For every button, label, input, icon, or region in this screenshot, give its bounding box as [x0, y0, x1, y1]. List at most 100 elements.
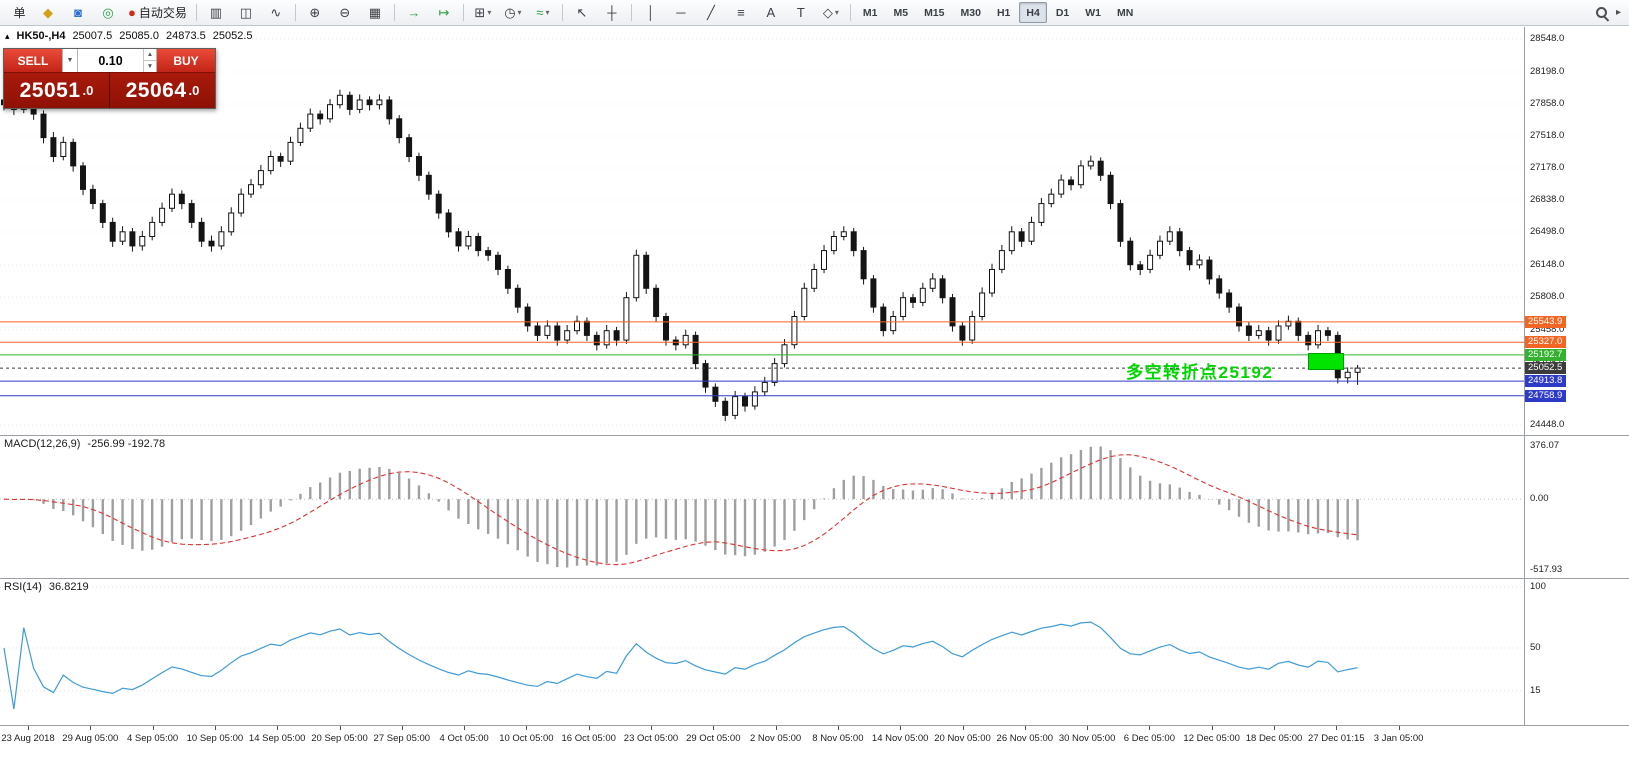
- sell-button[interactable]: SELL: [4, 49, 62, 72]
- timeframe-m15-button[interactable]: M15: [924, 6, 945, 19]
- toolbar-separator: [561, 4, 563, 21]
- price-tag[interactable]: 25327.0: [1525, 336, 1567, 349]
- auto-scroll-icon: →: [407, 5, 421, 20]
- timeframe-m30-button[interactable]: M30: [960, 6, 981, 19]
- timeframe-h4-button[interactable]: H4: [1019, 2, 1047, 23]
- zoom-out-button[interactable]: ⊖: [331, 1, 359, 24]
- vertical-line-button[interactable]: │: [637, 1, 665, 24]
- zoom-in-icon: ⊕: [309, 5, 321, 20]
- auto-scroll-button[interactable]: →: [400, 1, 428, 24]
- rsi-axis[interactable]: 100 50 15: [1525, 579, 1629, 725]
- price-axis[interactable]: 28548.0 28198.0 27858.0 27518.0 27178.0 26838…: [1525, 27, 1629, 435]
- autotrade-button[interactable]: ● 自动交易: [124, 1, 191, 24]
- price-axis-label: 28548.0: [1530, 33, 1565, 44]
- toolbar-separator: [849, 4, 851, 21]
- timeframe-w1-button[interactable]: W1: [1085, 6, 1101, 19]
- crosshair-button[interactable]: ┼: [598, 1, 626, 24]
- macd-axis[interactable]: 376.07 0.00 -517.93: [1525, 436, 1629, 578]
- zoom-in-button[interactable]: ⊕: [301, 1, 329, 24]
- price-axis-label: 26498.0: [1530, 226, 1565, 237]
- rsi-value: 36.8219: [48, 581, 89, 593]
- volume-increase-button[interactable]: ▲: [144, 49, 156, 61]
- new-order-button-label: 单: [13, 6, 26, 20]
- price-tag[interactable]: 25052.5: [1525, 362, 1567, 375]
- candlestick-plot[interactable]: [0, 27, 1524, 435]
- buy-button[interactable]: BUY: [157, 49, 215, 72]
- search-icon[interactable]: [1594, 5, 1610, 22]
- toolbar-right-group: ▸: [1594, 5, 1626, 22]
- text-label-icon: T: [796, 5, 805, 20]
- timeframe-mn-button[interactable]: MN: [1117, 6, 1134, 19]
- panel-divider[interactable]: [0, 578, 1629, 579]
- sell-price-frac: .0: [82, 83, 94, 98]
- macd-panel[interactable]: MACD(12,26,9) -256.99 -192.78: [0, 436, 1524, 578]
- rsi-label: RSI(14) 36.8219: [4, 581, 89, 593]
- periodicity-button[interactable]: ◷ ▾: [499, 1, 527, 24]
- price-tag[interactable]: 24913.8: [1525, 375, 1567, 388]
- time-tick: [28, 726, 29, 730]
- price-tag[interactable]: 25192.7: [1525, 348, 1567, 361]
- volume-input[interactable]: 0.10 ▲ ▼: [77, 49, 157, 72]
- time-axis[interactable]: 23 Aug 2018 29 Aug 05:00 4 Sep 05:00 10 Sep…: [0, 726, 1629, 769]
- price-axis-label: 27518.0: [1530, 129, 1565, 141]
- tile-windows-icon: ▦: [368, 5, 382, 20]
- horizontal-line-button[interactable]: ─: [667, 1, 695, 24]
- annotation-box[interactable]: [1308, 353, 1344, 370]
- time-tick: [775, 726, 777, 730]
- time-tick: [588, 726, 590, 730]
- macd-label: MACD(12,26,9) -256.99 -192.78: [4, 438, 165, 450]
- timeframe-m5-button[interactable]: M5: [893, 6, 909, 19]
- price-axis-label: 27858.0: [1530, 97, 1565, 109]
- rsi-plot[interactable]: [0, 579, 1524, 725]
- price-axis-label: 25808.0: [1530, 290, 1565, 302]
- price-tag[interactable]: 24758.9: [1525, 389, 1567, 402]
- volume-value: 0.10: [98, 53, 123, 68]
- new-order-button[interactable]: 单: [4, 1, 32, 24]
- time-axis-label: 14 Sep 05:00: [248, 733, 306, 744]
- time-tick: [214, 726, 216, 730]
- sell-price[interactable]: 25051.0: [4, 73, 110, 108]
- line-chart-button[interactable]: ∿: [262, 1, 290, 24]
- indicators-button[interactable]: ≈ ▾: [529, 1, 557, 24]
- time-axis-label: 14 Nov 05:00: [871, 733, 929, 744]
- terminal-button[interactable]: ◙: [64, 1, 92, 24]
- text-label-button[interactable]: T: [787, 1, 815, 24]
- tile-windows-button[interactable]: ▦: [361, 1, 389, 24]
- text-button[interactable]: A: [757, 1, 785, 24]
- fibonacci-button[interactable]: ≡: [727, 1, 755, 24]
- panel-divider[interactable]: [0, 725, 1629, 726]
- volume-decrease-button[interactable]: ▼: [146, 63, 154, 70]
- macd-axis-label: 0.00: [1530, 493, 1549, 505]
- toolbar-overflow-icon[interactable]: ▸: [1615, 7, 1621, 18]
- time-tick: [401, 726, 403, 730]
- volume-dropdown-button[interactable]: ▼: [62, 49, 77, 72]
- rsi-axis-label: 100: [1530, 581, 1546, 592]
- rsi-axis-label: 50: [1530, 642, 1541, 653]
- rsi-panel[interactable]: RSI(14) 36.8219: [0, 579, 1524, 725]
- time-tick: [713, 726, 715, 730]
- trade-controls-row: SELL ▼ 0.10 ▲ ▼ BUY: [4, 49, 215, 72]
- timeframe-h1-button[interactable]: H1: [996, 6, 1011, 19]
- main-chart-panel[interactable]: ▴ HK50-,H4 25007.5 25085.0 24873.5 25052…: [0, 27, 1524, 435]
- navigator-button[interactable]: ◎: [94, 1, 122, 24]
- shapes-button[interactable]: ◇ ▾: [817, 1, 845, 24]
- price-tag[interactable]: 25543.9: [1525, 315, 1567, 328]
- trendline-button[interactable]: ╱: [697, 1, 725, 24]
- chart-shift-button[interactable]: ↦: [430, 1, 458, 24]
- time-axis-label: 23 Aug 2018: [1, 733, 55, 744]
- chevron-down-icon: ▾: [545, 8, 550, 17]
- bar-chart-button[interactable]: ▥: [202, 1, 230, 24]
- toolbar-main-group: 单 ◆ ◙ ◎ ● 自动交易 ▥ ◫ ∿ ⊕ ⊖ ▦ → ↦ ⊞ ▾ ◷ ▾ ≈ ▾ ↖ ┼ │ ─ ╱ ≡ A T ◇ ▾ M1 M5 M15…: [3, 0, 1141, 25]
- buy-price[interactable]: 25064.0: [110, 73, 215, 108]
- timeframe-m1-button[interactable]: M1: [862, 6, 878, 19]
- new-chart-button[interactable]: ⊞ ▾: [469, 1, 497, 24]
- panel-divider[interactable]: [0, 435, 1629, 436]
- market-watch-button[interactable]: ◆: [34, 1, 62, 24]
- macd-plot[interactable]: [0, 436, 1524, 578]
- time-axis-label: 20 Sep 05:00: [311, 733, 368, 744]
- annotation-text[interactable]: 多空转折点25192: [1126, 363, 1274, 382]
- candlestick-chart-button[interactable]: ◫: [232, 1, 260, 24]
- cursor-button[interactable]: ↖: [568, 1, 596, 24]
- timeframe-d1-button[interactable]: D1: [1055, 6, 1070, 19]
- chevron-down-icon: ▾: [834, 8, 839, 17]
